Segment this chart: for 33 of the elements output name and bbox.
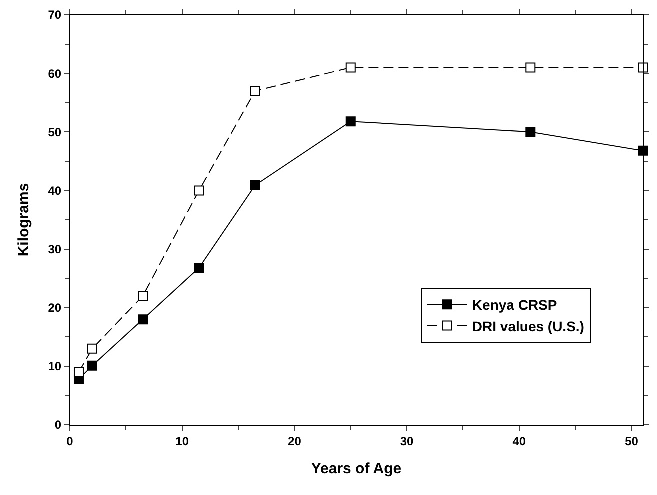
point: [346, 116, 356, 127]
x-tick-label: 30: [400, 434, 414, 448]
y-tick-label: 30: [48, 242, 62, 256]
y-tick-label: 0: [54, 418, 62, 432]
point: [250, 180, 260, 190]
point: [194, 186, 204, 196]
x-tick-label: 0: [66, 434, 74, 448]
y-tick-label: 50: [48, 125, 62, 140]
y-tick-label: 10: [48, 360, 62, 374]
x-tick-label: 40: [512, 434, 526, 448]
point: [87, 344, 98, 354]
y-tick-label: 20: [48, 301, 62, 316]
point: [638, 146, 648, 156]
point: [250, 86, 260, 96]
y-tick-label: 60: [48, 66, 62, 81]
point: [194, 263, 204, 274]
y-tick-label: 70: [48, 8, 62, 22]
point: [74, 367, 84, 378]
x-tick-label: 50: [625, 434, 639, 448]
x-tick-label: 10: [176, 434, 190, 448]
legend-label: DRI values (U.S.): [472, 318, 584, 334]
point: [526, 127, 536, 138]
point: [87, 360, 98, 371]
x-tick-label: 20: [288, 434, 302, 448]
point: [138, 291, 148, 302]
legend-label: Kenya CRSP: [472, 297, 558, 314]
point: [346, 62, 356, 73]
y-tick-label: 40: [48, 184, 62, 198]
x-axis-title: Years of Age: [311, 460, 402, 478]
point: [638, 62, 648, 73]
point: [526, 62, 536, 73]
point: [138, 314, 148, 325]
y-axis-title: Kilograms: [15, 183, 32, 257]
